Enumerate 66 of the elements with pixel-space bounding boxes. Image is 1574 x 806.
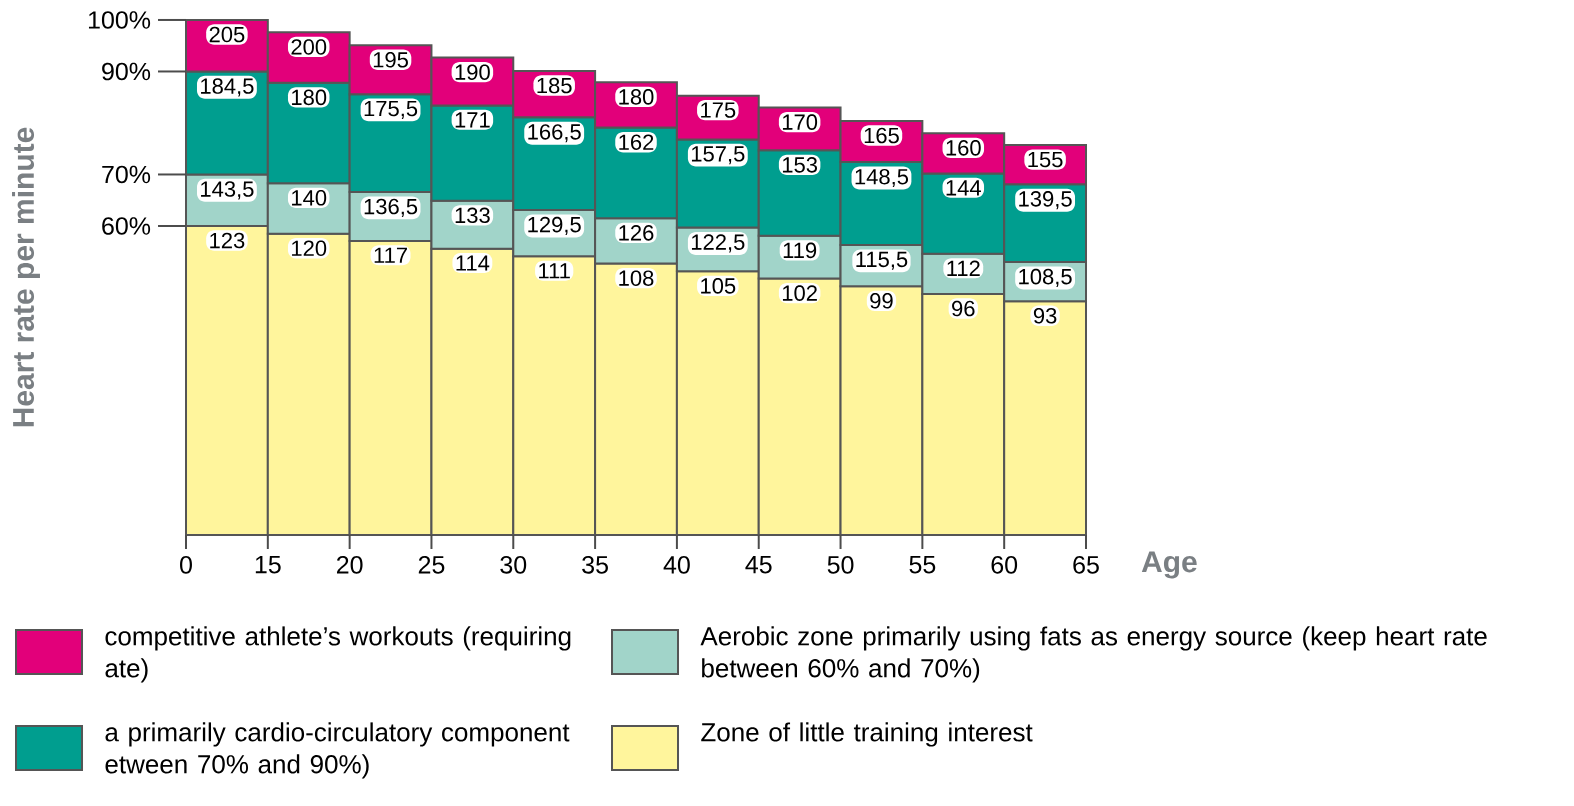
text: 60 [991,556,1018,574]
annotation: 139,5 [1019,191,1072,210]
annotation: 190 [455,64,490,80]
text: 55 [909,556,936,574]
annotation: 108 [619,270,654,286]
y-axis-title: Heart rate per minute [12,127,40,427]
annotation: 171 [455,112,490,128]
annotation: 162 [619,134,654,150]
text: 50 [827,556,854,574]
annotation: 126 [619,225,654,241]
annotation: 195 [373,52,408,68]
annotation: 102 [782,285,817,301]
annotation: 155 [1028,151,1063,168]
annotation: 114 [456,255,490,271]
annotation: 99 [870,293,893,309]
annotation: 143,5 [201,181,254,200]
annotation: 175,5 [364,100,418,119]
annotation: 170 [782,114,818,130]
text: 35 [582,556,608,574]
annotation: 166,5 [528,124,581,143]
annotation: 144 [946,180,981,196]
text: 90% [102,62,151,81]
text: 15 [255,556,281,574]
text: 65 [1073,556,1099,574]
annotation: 136,5 [364,198,418,217]
text: 25 [418,556,445,574]
text: 45 [745,556,772,574]
annotation: 105 [701,278,736,294]
annotation: 200 [291,39,327,55]
annotation: 120 [292,240,327,257]
annotation: 185 [537,77,572,94]
annotation: 165 [864,127,899,144]
annotation: 93 [1033,307,1057,324]
annotation: 153 [782,157,818,173]
annotation: 123 [210,232,245,249]
text: 40 [663,556,690,574]
text: 0 [180,556,192,574]
text: 70% [102,165,151,184]
legend-label: Zone of little training interest [701,722,1033,747]
annotation: 108,5 [1019,268,1072,288]
annotation: 119 [783,242,817,259]
annotation: 115,5 [856,251,908,270]
text: 30 [500,556,527,574]
annotation: 175 [701,102,736,118]
legend-label: competitive athlete’s workouts (requiring ate) [105,626,571,683]
annotation: 140 [292,190,327,206]
annotation: 129,5 [528,216,581,235]
legend-label: a primarily cardio-circulatory component etween 70% and 90%) [105,722,570,779]
text: 100% [88,11,151,29]
annotation: 180 [619,89,654,105]
annotation: 160 [946,140,981,156]
text: 60% [102,217,151,235]
annotation: 117 [374,247,407,263]
text: 20 [336,556,363,574]
annotation: 180 [292,89,327,106]
annotation: 205 [209,26,245,43]
annotation: 184,5 [201,78,254,97]
annotation: 96 [952,300,975,317]
x-axis-title: Age [1141,551,1197,579]
annotation: 133 [455,207,490,224]
annotation: 157,5 [691,146,745,165]
annotation: 122,5 [691,234,745,253]
annotation: 111 [539,263,570,279]
legend-label: Aerobic zone primarily using fats as energy source (keep heart rate between 60% and 70%) [700,626,1487,683]
annotation: 148,5 [855,168,909,188]
annotation: 112 [947,260,980,276]
